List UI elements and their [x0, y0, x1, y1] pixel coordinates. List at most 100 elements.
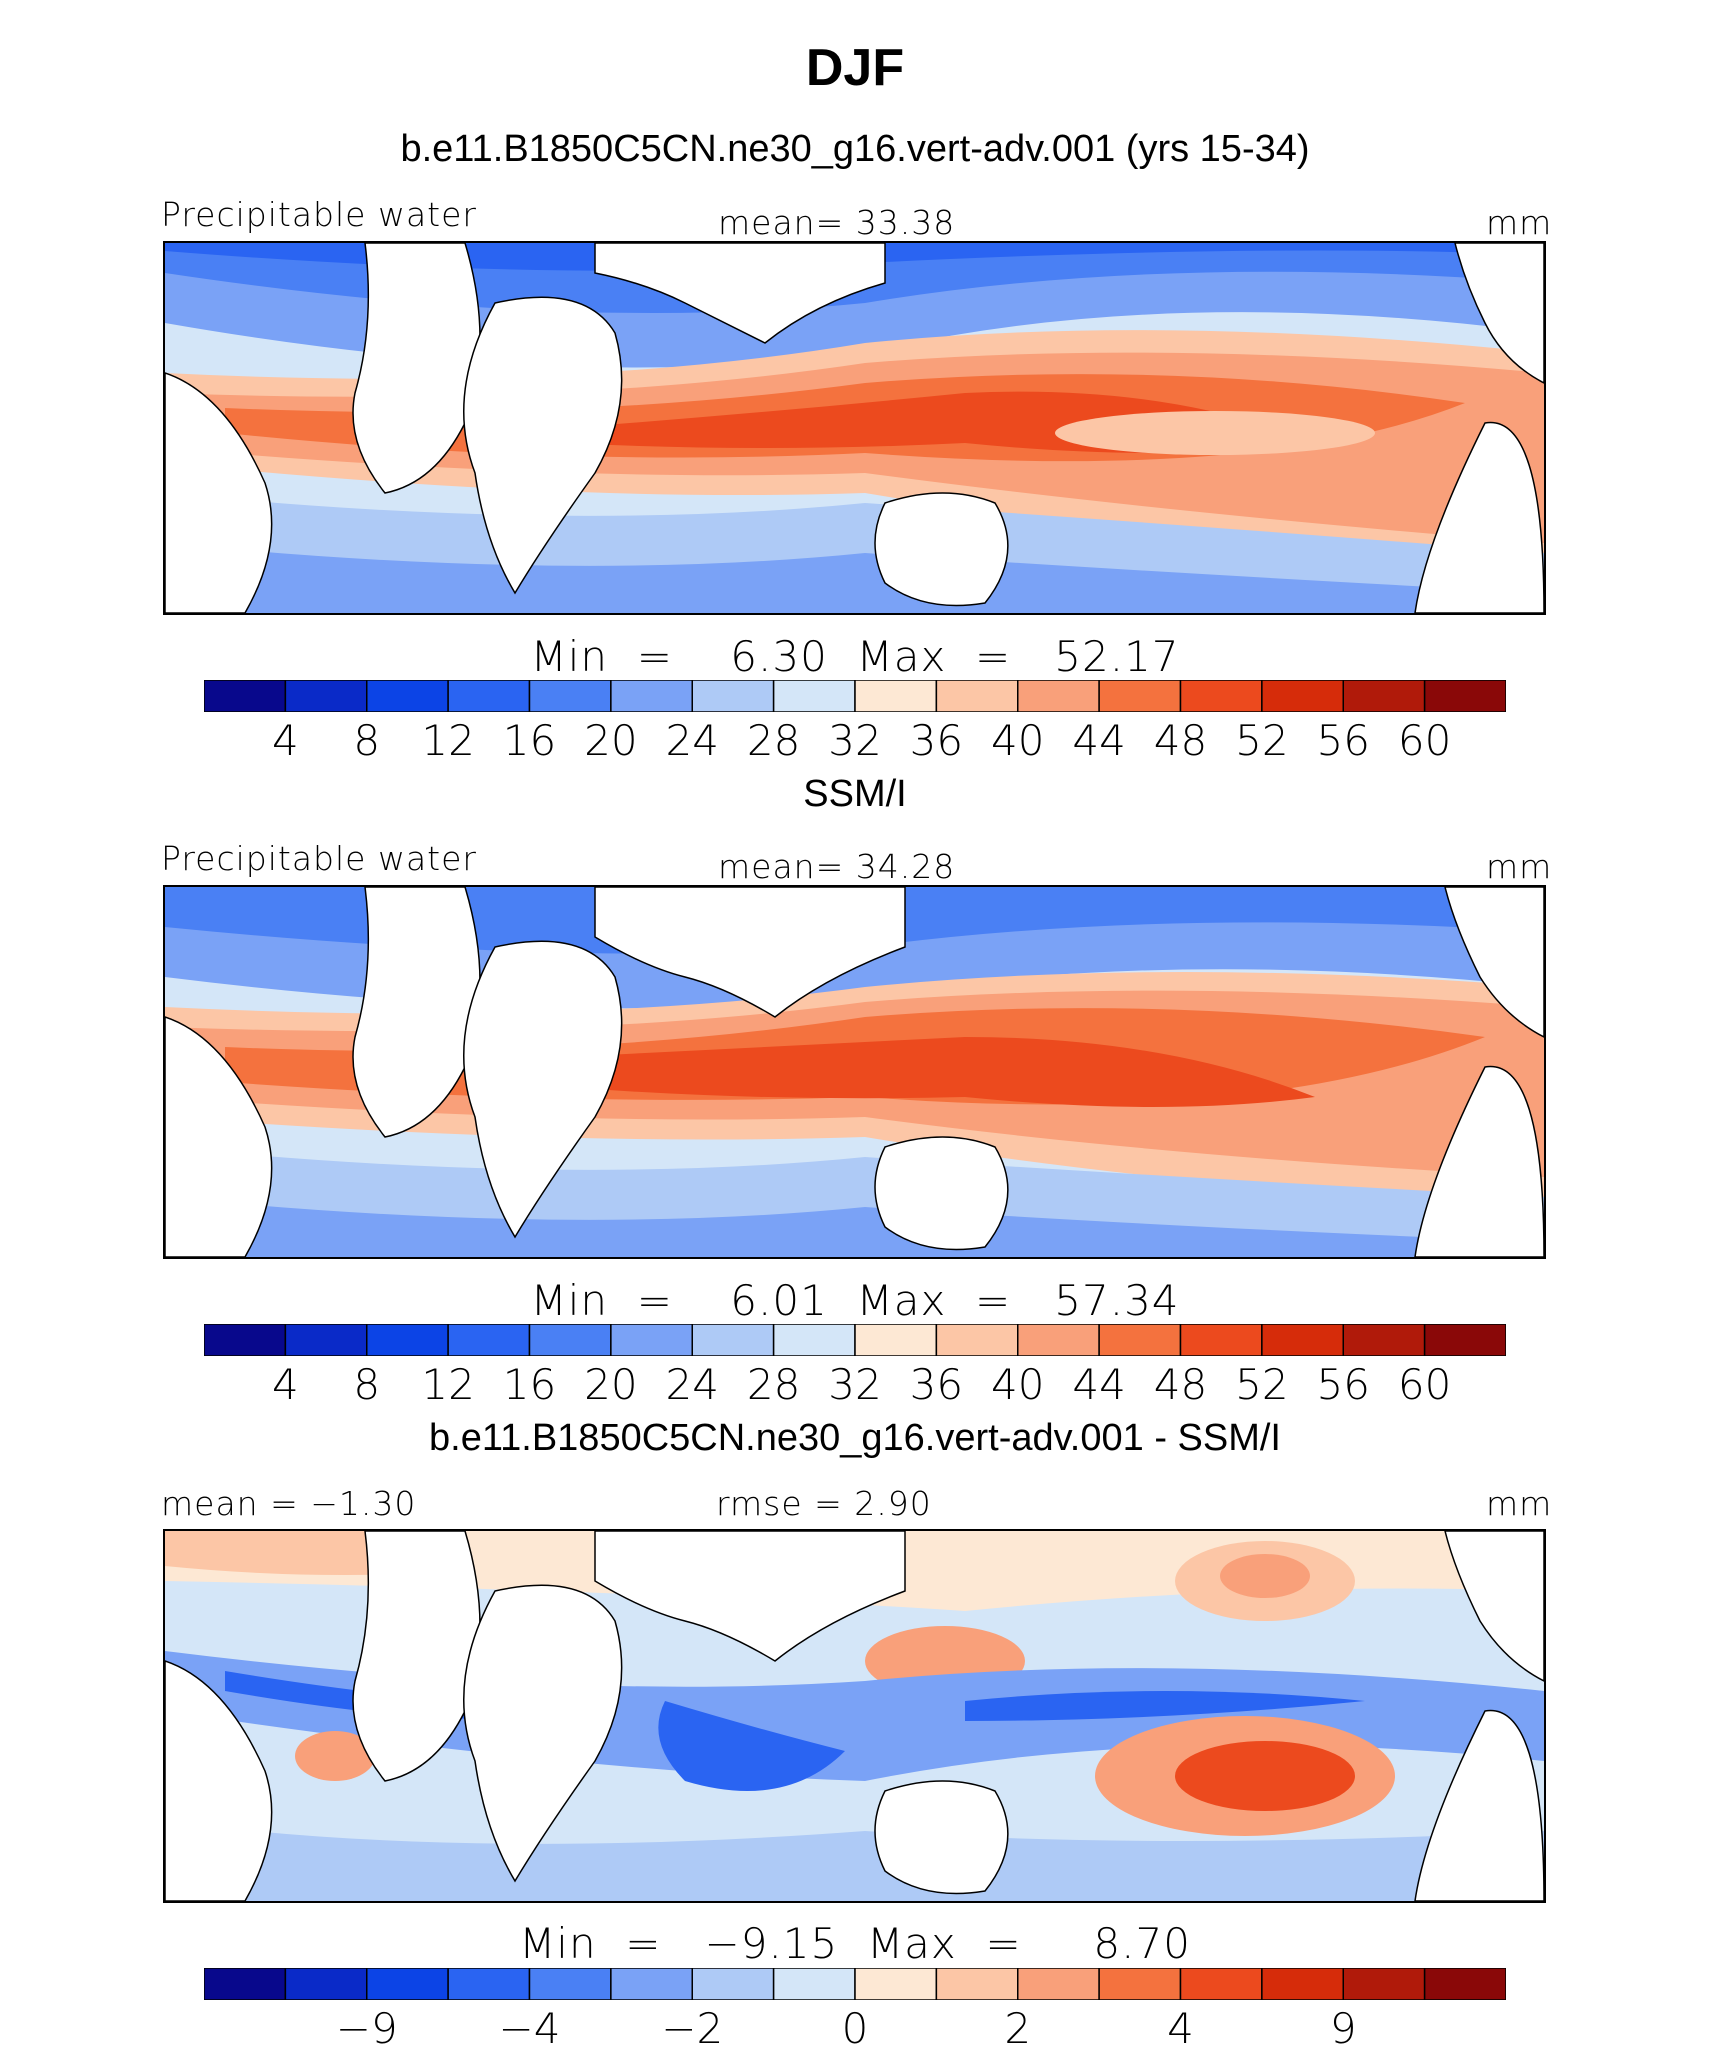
panel-3-units-label: mm — [1486, 1484, 1553, 1523]
colorbar-swatch — [935, 680, 1019, 712]
colorbar-swatch — [1017, 1324, 1100, 1356]
colorbar-tick-label: 44 — [1072, 1360, 1126, 1409]
colorbar-tick-label: −4 — [498, 2004, 561, 2053]
figure-title: DJF — [805, 39, 905, 97]
colorbar-tick-label: 60 — [1397, 1360, 1452, 1409]
colorbar-swatch — [447, 680, 531, 712]
colorbar-tick-label: 28 — [746, 716, 801, 765]
colorbar-swatch — [366, 1968, 449, 2000]
colorbar-tick-label: 0 — [841, 2004, 869, 2053]
colorbar-tick-label: 48 — [1153, 1360, 1208, 1409]
panel-1-minmax: Min = 6.30 Max = 52.17 — [530, 632, 1180, 681]
colorbar-swatch — [1179, 1324, 1263, 1356]
colorbar-swatch — [935, 1324, 1019, 1356]
colorbar-swatch — [1423, 1324, 1506, 1356]
colorbar-tick-label: 28 — [746, 1360, 801, 1409]
colorbar-swatch — [691, 1968, 775, 2000]
colorbar-swatch — [1261, 680, 1344, 712]
colorbar-swatch — [447, 1324, 531, 1356]
colorbar-swatch — [610, 1968, 693, 2000]
colorbar-tick-label: 20 — [584, 716, 638, 765]
panel-1-colorbar — [204, 680, 1506, 712]
colorbar-swatch — [1261, 1324, 1344, 1356]
colorbar-swatch — [935, 1968, 1019, 2000]
colorbar-swatch — [691, 1324, 775, 1356]
panel-1-units-label: mm — [1486, 203, 1553, 242]
colorbar-tick-label: 48 — [1153, 716, 1208, 765]
colorbar-swatch — [772, 1968, 856, 2000]
panel-3-rmse-label: rmse = 2.90 — [716, 1484, 932, 1523]
panel-2-mean-label: mean= 34.28 — [718, 847, 956, 886]
colorbar-tick-label: 32 — [828, 1360, 882, 1409]
colorbar-swatch — [284, 680, 368, 712]
colorbar-tick-label: 16 — [502, 716, 557, 765]
colorbar-swatch — [447, 1968, 531, 2000]
panel-2-map — [163, 885, 1546, 1259]
colorbar-tick-label: 16 — [502, 1360, 557, 1409]
panel-2-colorbar-ticks: 4 8 12 16 20 24 28 32 36 40 44 48 52 56 60 — [0, 1360, 1710, 1410]
panel-3-colorbar-ticks: −9 −4 −2 0 2 4 9 — [0, 2004, 1710, 2054]
colorbar-swatch — [854, 1324, 938, 1356]
colorbar-tick-label: −9 — [335, 2004, 398, 2053]
colorbar-swatch — [772, 680, 856, 712]
colorbar-swatch — [528, 680, 612, 712]
colorbar-swatch — [1179, 680, 1263, 712]
colorbar-swatch — [204, 1968, 287, 2000]
colorbar-swatch — [772, 1324, 856, 1356]
panel-3-map — [163, 1529, 1546, 1903]
colorbar-swatch — [528, 1968, 612, 2000]
colorbar-swatch — [1342, 1324, 1426, 1356]
colorbar-swatch — [204, 680, 287, 712]
panel-1-mean-label: mean= 33.38 — [718, 203, 956, 242]
colorbar-swatch — [1423, 680, 1506, 712]
colorbar-tick-label: 44 — [1072, 716, 1126, 765]
colorbar-swatch — [366, 680, 449, 712]
colorbar-swatch — [610, 1324, 693, 1356]
colorbar-tick-label: 56 — [1316, 716, 1370, 765]
panel-2-title: SSM/I — [803, 773, 907, 815]
colorbar-swatch — [1098, 680, 1182, 712]
colorbar-tick-label: 36 — [909, 1360, 964, 1409]
colorbar-swatch — [1098, 1324, 1182, 1356]
colorbar-swatch — [854, 1968, 938, 2000]
panel-1-variable-label: Precipitable water — [161, 195, 477, 234]
colorbar-tick-label: 12 — [421, 1360, 475, 1409]
panel-2-colorbar — [204, 1324, 1506, 1356]
colorbar-swatch — [284, 1968, 368, 2000]
colorbar-tick-label: 24 — [665, 716, 719, 765]
colorbar-tick-label: 20 — [584, 1360, 638, 1409]
colorbar-tick-label: 4 — [272, 716, 299, 765]
colorbar-tick-label: 4 — [272, 1360, 299, 1409]
colorbar-tick-label: −2 — [661, 2004, 724, 2053]
colorbar-swatch — [691, 680, 775, 712]
colorbar-tick-label: 8 — [353, 1360, 381, 1409]
colorbar-tick-label: 2 — [1004, 2004, 1032, 2053]
colorbar-swatch — [1179, 1968, 1263, 2000]
colorbar-swatch — [1342, 1968, 1426, 2000]
colorbar-tick-label: 24 — [665, 1360, 719, 1409]
colorbar-tick-label: 12 — [421, 716, 475, 765]
panel-1-map — [163, 241, 1546, 615]
panel-3-title: b.e11.B1850C5CN.ne30_g16.vert-adv.001 - … — [429, 1417, 1281, 1459]
colorbar-tick-label: 4 — [1167, 2004, 1194, 2053]
colorbar-swatch — [366, 1324, 449, 1356]
panel-2-minmax: Min = 6.01 Max = 57.34 — [530, 1276, 1180, 1325]
panel-1-colorbar-ticks: 4 8 12 16 20 24 28 32 36 40 44 48 52 56 60 — [0, 716, 1710, 766]
colorbar-tick-label: 9 — [1329, 2004, 1357, 2053]
panel-2-variable-label: Precipitable water — [161, 839, 477, 878]
colorbar-swatch — [528, 1324, 612, 1356]
colorbar-swatch — [1342, 680, 1426, 712]
colorbar-swatch — [1098, 1968, 1182, 2000]
colorbar-swatch — [284, 1324, 368, 1356]
colorbar-tick-label: 40 — [991, 716, 1045, 765]
colorbar-tick-label: 40 — [991, 1360, 1045, 1409]
panel-1-title: b.e11.B1850C5CN.ne30_g16.vert-adv.001 (y… — [400, 128, 1310, 170]
colorbar-tick-label: 36 — [909, 716, 964, 765]
colorbar-tick-label: 52 — [1235, 716, 1289, 765]
colorbar-swatch — [854, 680, 938, 712]
colorbar-swatch — [204, 1324, 287, 1356]
colorbar-swatch — [1017, 680, 1100, 712]
panel-3-mean-label: mean = −1.30 — [161, 1484, 417, 1523]
panel-3-minmax: Min = −9.15 Max = 8.70 — [519, 1919, 1191, 1968]
panel-3-colorbar — [204, 1968, 1506, 2000]
